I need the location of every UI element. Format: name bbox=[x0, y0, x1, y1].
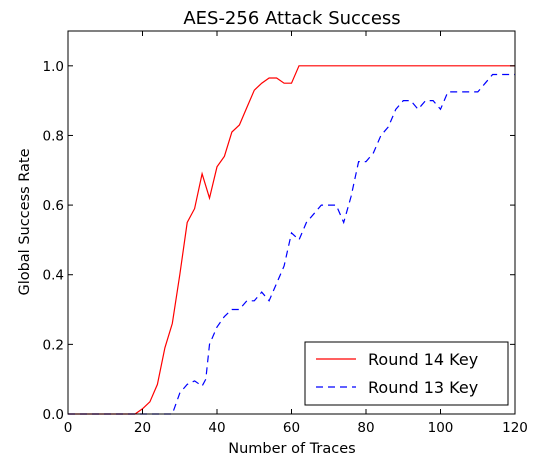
x-tick-label: 40 bbox=[208, 420, 225, 436]
legend-label-round-14: Round 14 Key bbox=[368, 350, 478, 369]
y-tick-label: 0.8 bbox=[43, 128, 64, 144]
x-tick-label: 20 bbox=[134, 420, 151, 436]
y-tick-label: 0.2 bbox=[43, 337, 64, 353]
y-tick-label: 0.4 bbox=[43, 268, 64, 284]
legend-box bbox=[304, 341, 509, 406]
y-tick-label: 0.0 bbox=[43, 407, 64, 423]
chart-title: AES-256 Attack Success bbox=[183, 8, 400, 29]
y-axis-label: Global Success Rate bbox=[17, 148, 33, 295]
x-tick-label: 0 bbox=[64, 420, 73, 436]
plot-series-group bbox=[68, 65, 515, 415]
legend-label-round-13: Round 13 Key bbox=[368, 378, 478, 397]
x-tick-label: 60 bbox=[283, 420, 300, 436]
x-axis-ticks: 0 20 40 60 80 100 120 bbox=[64, 31, 528, 436]
legend: Round 14 Key Round 13 Key bbox=[304, 341, 509, 406]
series-line-round-14-key bbox=[68, 65, 515, 415]
y-tick-label: 1.0 bbox=[43, 59, 64, 75]
x-tick-label: 80 bbox=[357, 420, 374, 436]
x-tick-label: 120 bbox=[502, 420, 528, 436]
x-axis-label: Number of Traces bbox=[228, 441, 355, 457]
series-line-round-13-key bbox=[68, 73, 515, 415]
y-axis-ticks: 0.0 0.2 0.4 0.6 0.8 1.0 bbox=[43, 59, 515, 423]
y-tick-label: 0.6 bbox=[43, 198, 64, 214]
x-tick-label: 100 bbox=[428, 420, 454, 436]
